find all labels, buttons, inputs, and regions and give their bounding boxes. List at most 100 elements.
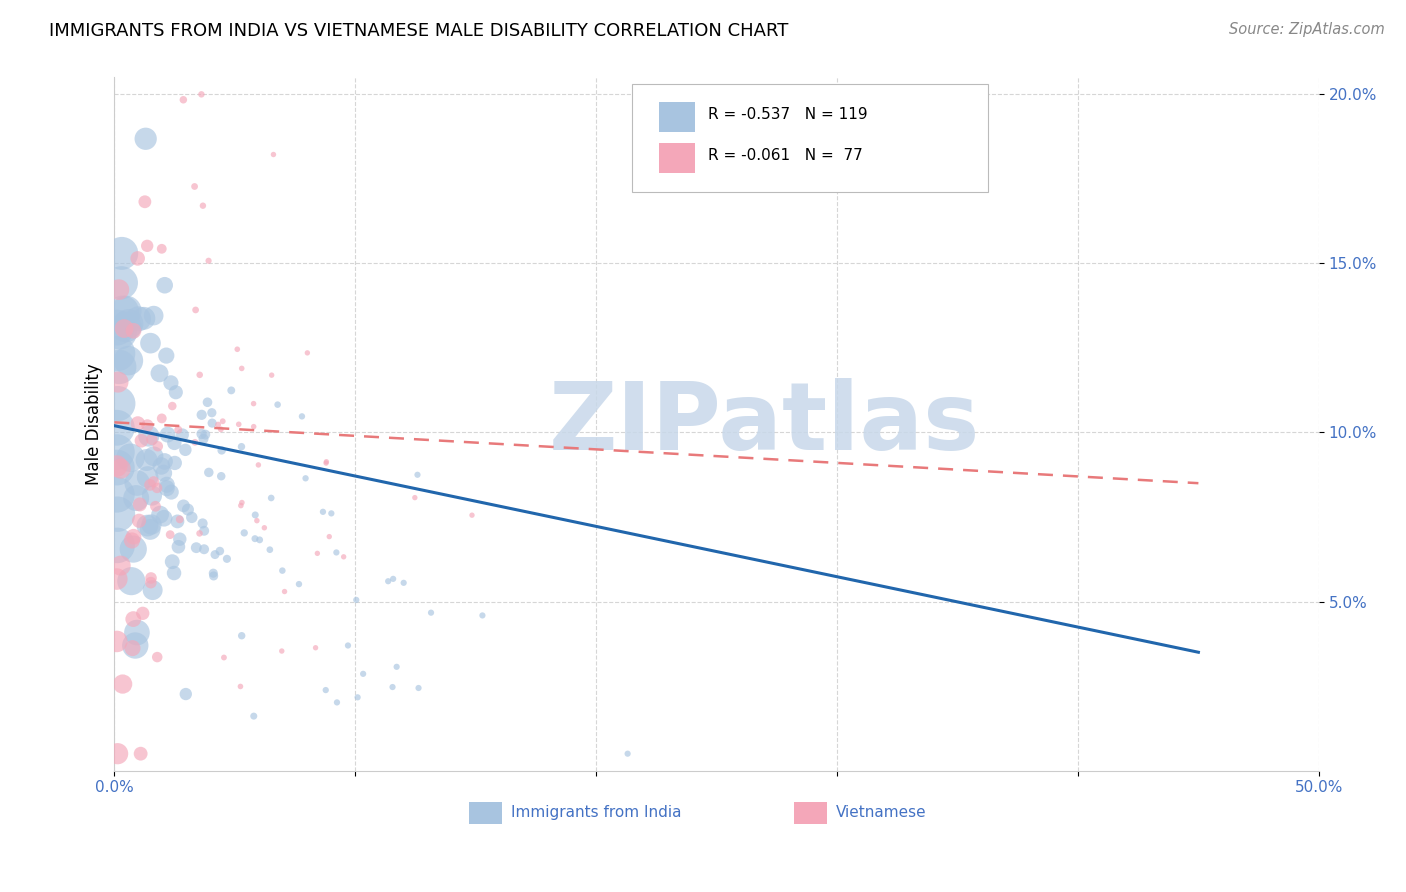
- Point: [271, 564, 294, 578]
- Point: [184, 435, 207, 450]
- Point: [163, 456, 186, 470]
- Point: [172, 427, 194, 442]
- Point: [105, 458, 128, 473]
- Point: [198, 466, 221, 480]
- Point: [270, 644, 292, 658]
- Point: [204, 548, 226, 562]
- Text: ZIPatlas: ZIPatlas: [550, 378, 980, 470]
- Point: [404, 491, 426, 505]
- Point: [107, 396, 129, 410]
- Text: Source: ZipAtlas.com: Source: ZipAtlas.com: [1229, 22, 1385, 37]
- Point: [197, 395, 219, 409]
- Point: [107, 747, 129, 761]
- Point: [229, 680, 252, 694]
- Point: [325, 545, 347, 559]
- Point: [190, 87, 212, 102]
- Point: [125, 491, 148, 505]
- Point: [201, 406, 224, 420]
- Point: [139, 478, 162, 492]
- Point: [326, 695, 349, 709]
- Point: [105, 445, 128, 459]
- Text: Immigrants from India: Immigrants from India: [510, 805, 681, 821]
- Point: [141, 433, 163, 447]
- Point: [150, 458, 173, 473]
- Point: [136, 239, 159, 253]
- Point: [105, 460, 128, 475]
- Point: [122, 324, 145, 338]
- Point: [108, 283, 131, 297]
- Point: [312, 505, 335, 519]
- Point: [145, 500, 167, 514]
- Point: [321, 507, 343, 521]
- Point: [127, 476, 149, 491]
- Point: [291, 409, 314, 424]
- Point: [134, 194, 156, 209]
- Point: [105, 488, 128, 502]
- Point: [231, 440, 253, 454]
- Point: [163, 566, 186, 580]
- Point: [190, 408, 212, 422]
- Point: [231, 495, 253, 509]
- Point: [191, 516, 214, 531]
- Point: [297, 346, 319, 360]
- Point: [112, 321, 135, 335]
- Point: [245, 508, 267, 522]
- Point: [191, 199, 214, 213]
- Point: [318, 530, 340, 544]
- Point: [332, 549, 354, 564]
- Point: [162, 555, 184, 569]
- Point: [115, 304, 138, 318]
- Point: [105, 634, 128, 648]
- Point: [136, 418, 159, 433]
- Point: [183, 179, 205, 194]
- Point: [141, 489, 163, 503]
- Point: [111, 677, 134, 691]
- Point: [392, 575, 415, 590]
- Point: [188, 368, 211, 382]
- Point: [122, 530, 145, 544]
- Point: [156, 481, 179, 495]
- Point: [141, 517, 163, 532]
- Point: [136, 470, 159, 484]
- Point: [260, 368, 283, 383]
- Point: [153, 511, 176, 525]
- Point: [180, 510, 202, 524]
- Point: [406, 467, 429, 482]
- Point: [259, 542, 281, 557]
- Point: [420, 606, 443, 620]
- FancyBboxPatch shape: [794, 802, 828, 824]
- Point: [128, 498, 150, 512]
- Point: [242, 419, 264, 434]
- Point: [136, 518, 159, 533]
- Point: [142, 475, 165, 489]
- Point: [193, 432, 215, 446]
- Point: [156, 427, 179, 442]
- Point: [107, 346, 129, 360]
- Point: [266, 398, 288, 412]
- Point: [127, 252, 149, 266]
- Point: [139, 571, 162, 585]
- Point: [111, 304, 134, 318]
- Point: [377, 574, 399, 589]
- Point: [243, 532, 266, 546]
- Point: [190, 426, 212, 441]
- Point: [315, 455, 337, 469]
- Point: [146, 650, 169, 665]
- Point: [408, 681, 430, 695]
- Point: [105, 320, 128, 334]
- Point: [184, 302, 207, 317]
- Point: [111, 246, 134, 260]
- Point: [138, 429, 160, 443]
- Point: [150, 411, 173, 425]
- Point: [346, 690, 368, 705]
- Point: [139, 575, 162, 590]
- Point: [260, 491, 283, 505]
- Point: [231, 629, 253, 643]
- Text: R = -0.061   N =  77: R = -0.061 N = 77: [709, 148, 863, 163]
- Point: [169, 532, 191, 546]
- Point: [209, 469, 232, 483]
- Point: [188, 526, 211, 541]
- Point: [120, 574, 142, 589]
- Point: [174, 442, 197, 457]
- Point: [471, 608, 494, 623]
